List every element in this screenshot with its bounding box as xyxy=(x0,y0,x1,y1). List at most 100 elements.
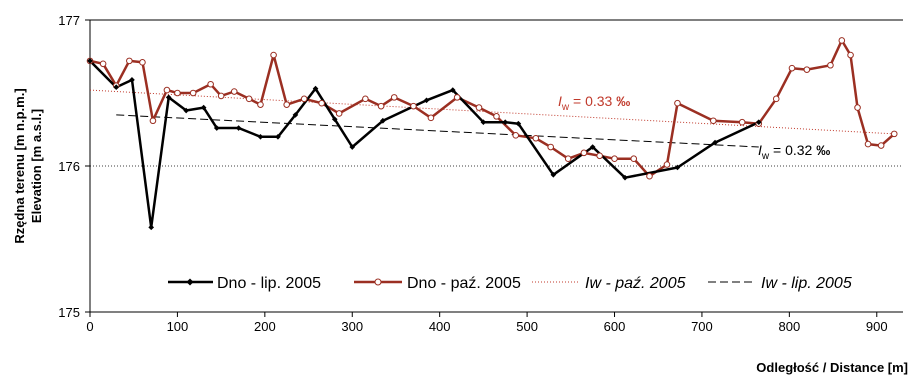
data-point-paz xyxy=(362,95,369,103)
legend: Dno - lip. 2005 Dno - paź. 2005 Iw - paź… xyxy=(163,262,863,302)
data-point-lip xyxy=(550,171,557,178)
data-point-lip xyxy=(292,112,299,118)
legend-marker-lip xyxy=(186,278,194,286)
annotation-iw-paz-unit: ‰ xyxy=(616,93,630,109)
x-tick-label: 900 xyxy=(866,319,888,334)
data-point-paz xyxy=(827,61,834,69)
data-point-lip xyxy=(589,144,596,150)
data-point-paz xyxy=(854,104,861,111)
data-point-lip xyxy=(712,139,718,146)
annotation-iw-paz-sub: w xyxy=(561,102,570,113)
data-point-lip xyxy=(380,117,386,124)
annotation-iw-paz-symbol: I xyxy=(558,93,562,109)
y-tick-label: 177 xyxy=(58,13,80,28)
data-point-paz xyxy=(493,113,500,120)
data-point-paz xyxy=(163,86,171,94)
data-point-lip xyxy=(755,119,762,126)
data-point-paz xyxy=(335,110,343,117)
data-point-paz xyxy=(139,59,146,66)
data-point-paz xyxy=(864,140,872,148)
data-point-paz xyxy=(611,155,618,162)
legend-label-paz: Dno - paź. 2005 xyxy=(407,275,521,292)
data-point-lip xyxy=(423,97,430,104)
trendline-paz xyxy=(89,89,895,135)
data-point-paz xyxy=(772,95,780,103)
data-point-paz xyxy=(99,60,107,68)
data-point-paz xyxy=(580,149,588,157)
data-point-paz xyxy=(283,101,290,108)
data-point-paz xyxy=(270,51,277,59)
series-line-lip xyxy=(89,60,760,229)
data-point-lip xyxy=(502,119,509,126)
data-point-paz xyxy=(890,130,898,138)
annotation-iw-paz-text: = 0.33 xyxy=(569,93,616,109)
data-point-lip xyxy=(165,94,172,101)
y-axis-title-line2: Elevation [m a.s.l.] xyxy=(29,109,44,223)
legend-label-trend-lip: Iw - lip. 2005 xyxy=(761,275,852,292)
data-point-paz xyxy=(738,118,746,126)
data-point-lip xyxy=(148,224,155,231)
data-point-lip xyxy=(449,87,456,93)
legend-item-trend-lip: Iw - lip. 2005 xyxy=(708,275,852,292)
data-point-lip xyxy=(515,120,522,127)
data-point-paz xyxy=(217,92,225,100)
data-point-paz xyxy=(788,64,796,72)
annotation-iw-lip-symbol: I xyxy=(758,142,762,158)
x-tick-label: 700 xyxy=(691,319,713,334)
legend-item-paz: Dno - paź. 2005 xyxy=(354,275,521,292)
legend-label-lip: Dno - lip. 2005 xyxy=(217,275,321,292)
x-tick-label: 0 xyxy=(86,319,93,334)
x-ticks: 0 100 200 300 400 500 600 700 800 900 xyxy=(86,312,888,334)
data-point-lip xyxy=(480,119,487,126)
legend-label-trend-paz: Iw - paź. 2005 xyxy=(585,275,686,292)
legend-item-trend-paz: Iw - paź. 2005 xyxy=(532,275,686,292)
data-point-lip xyxy=(674,164,681,171)
data-point-paz xyxy=(512,132,520,139)
data-point-lip xyxy=(331,116,338,123)
y-tick-label: 176 xyxy=(58,159,80,174)
data-point-lip xyxy=(183,107,189,114)
annotation-iw-paz: Iw = 0.33 ‰ xyxy=(558,93,630,113)
data-point-paz xyxy=(475,104,483,111)
annotation-iw-lip-text: = 0.32 xyxy=(769,142,816,158)
x-tick-label: 200 xyxy=(254,319,276,334)
trendlines xyxy=(89,89,895,148)
data-point-lip xyxy=(113,84,120,90)
data-point-paz xyxy=(646,172,653,180)
data-point-paz xyxy=(318,99,325,107)
y-ticks: 175 176 177 xyxy=(58,13,90,320)
data-point-lip xyxy=(129,77,135,83)
data-point-paz xyxy=(710,117,717,125)
data-point-paz xyxy=(674,99,681,107)
data-point-paz xyxy=(207,80,214,88)
legend-marker-paz xyxy=(374,278,382,286)
data-point-paz xyxy=(300,95,308,103)
data-point-paz xyxy=(630,155,638,162)
data-point-paz xyxy=(377,102,385,110)
data-point-paz xyxy=(126,57,133,65)
data-point-paz xyxy=(427,114,435,122)
data-point-paz xyxy=(877,142,885,149)
x-tick-label: 300 xyxy=(341,319,363,334)
data-point-lip xyxy=(312,85,319,92)
data-point-lip xyxy=(200,104,207,111)
data-point-paz xyxy=(847,51,854,59)
x-tick-label: 600 xyxy=(604,319,626,334)
data-point-paz xyxy=(663,161,671,168)
data-point-paz xyxy=(189,89,197,97)
data-point-lip xyxy=(275,133,281,140)
x-tick-label: 400 xyxy=(429,319,451,334)
data-point-paz xyxy=(838,37,846,44)
x-tick-label: 100 xyxy=(167,319,189,334)
annotation-iw-lip-sub: w xyxy=(761,151,770,162)
x-axis-title: Odległość / Distance [m] xyxy=(756,360,908,375)
data-point-paz xyxy=(564,155,572,162)
data-point-paz xyxy=(149,117,157,125)
data-point-paz xyxy=(453,94,461,101)
data-point-paz xyxy=(245,95,253,103)
data-point-paz xyxy=(532,134,540,142)
series-markers xyxy=(86,37,898,231)
data-point-lip xyxy=(349,144,356,150)
y-axis-title-line1: Rzędna terenu [m n.p.m.] xyxy=(12,88,27,243)
